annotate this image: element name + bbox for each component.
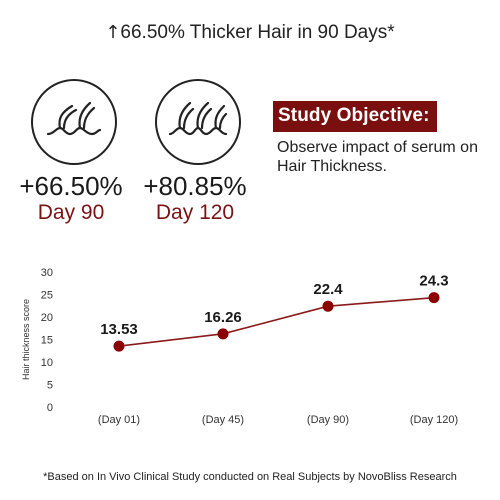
data-label: 24.3 [419, 273, 448, 290]
stat-value-day90: +66.50% [19, 171, 123, 201]
data-point [428, 292, 440, 304]
y-tick-label: 5 [47, 380, 53, 392]
stat-label-day120: Day 120 [155, 201, 235, 224]
hair-follicle-three-strands-icon [155, 79, 241, 165]
y-axis-title: Hair thickness score [21, 299, 31, 380]
x-tick-label: (Day 45) [202, 414, 244, 426]
data-label: 22.4 [313, 281, 343, 298]
up-arrow-icon: ↑ [105, 22, 121, 43]
x-tick-label: (Day 90) [307, 414, 349, 426]
y-tick-label: 10 [41, 357, 53, 369]
study-objective-badge: Study Objective: [273, 101, 437, 132]
x-tick-label: (Day 120) [410, 414, 458, 426]
data-point [217, 328, 229, 340]
headline: ↑66.50% Thicker Hair in 90 Days* [0, 22, 500, 44]
y-tick-label: 15 [41, 335, 53, 347]
footnote: *Based on In Vivo Clinical Study conduct… [43, 471, 457, 483]
y-tick-label: 0 [47, 402, 53, 414]
data-point [322, 300, 334, 312]
data-label: 16.26 [204, 309, 242, 326]
series-line [118, 296, 435, 347]
x-tick-label: (Day 01) [98, 414, 140, 426]
data-point [113, 340, 125, 352]
y-tick-label: 20 [41, 312, 53, 324]
hair-follicle-two-strands-icon [31, 79, 117, 165]
y-tick-label: 25 [41, 290, 53, 302]
y-tick-label: 30 [41, 267, 53, 279]
hair-thickness-line-chart: Hair thickness score 0 5 10 15 20 25 30 (Day 01)… [21, 267, 458, 426]
headline-text: 66.50% Thicker Hair in 90 Days* [120, 22, 395, 43]
stat-value-day120: +80.85% [143, 171, 247, 201]
stat-label-day90: Day 90 [37, 201, 105, 224]
study-objective-text: Observe impact of serum on Hair Thicknes… [277, 139, 478, 175]
data-label: 13.53 [100, 321, 138, 338]
